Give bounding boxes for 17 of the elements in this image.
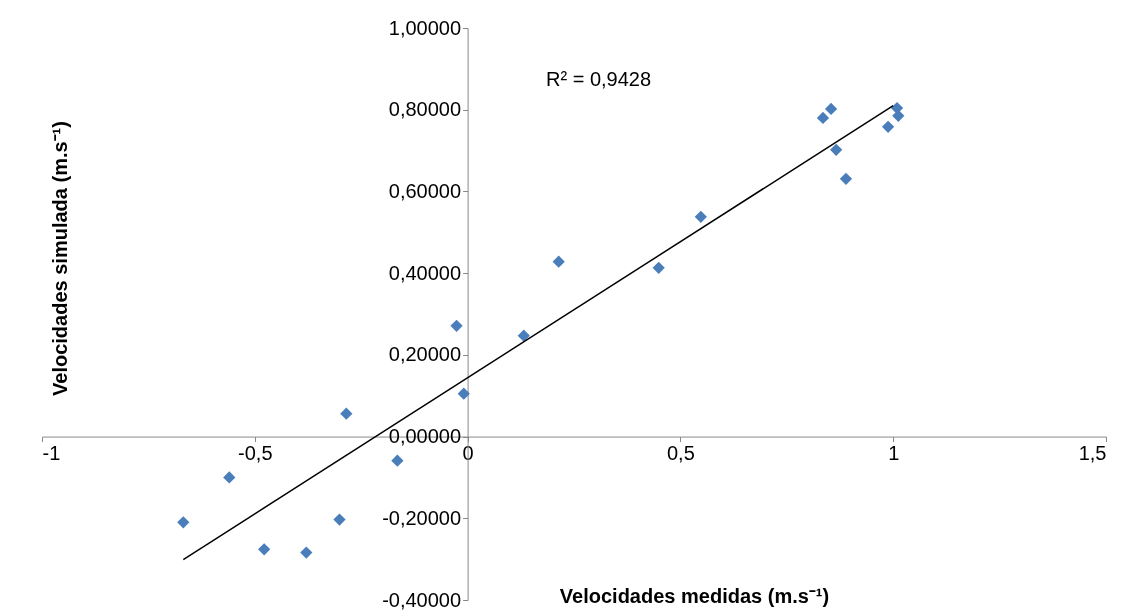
x-axis-title: Velocidades medidas (m.s⁻¹) (559, 585, 830, 608)
y-tick-label: 0,60000 (388, 179, 462, 202)
y-tick-label: 0,00000 (388, 425, 462, 448)
x-tick-label: 1 (888, 442, 900, 465)
x-tick-label: 1,5 (1078, 442, 1107, 465)
y-tick-label: -0,40000 (382, 588, 462, 611)
x-tick-label: -1 (42, 442, 61, 465)
y-tick-label: -0,20000 (382, 506, 462, 529)
y-tick-label: 0,80000 (388, 98, 462, 121)
x-tick-label: 0,5 (666, 442, 695, 465)
y-axis-title: Velocidades simulada (m.s⁻¹) (49, 121, 72, 396)
x-tick-label: 0 (462, 442, 474, 465)
x-tick-label: -0,5 (238, 442, 273, 465)
y-tick-label: 1,00000 (388, 16, 462, 39)
y-tick-label: 0,20000 (388, 343, 462, 366)
annotation: R² = 0,9428 (546, 68, 652, 90)
y-tick-label: 0,40000 (388, 261, 462, 284)
